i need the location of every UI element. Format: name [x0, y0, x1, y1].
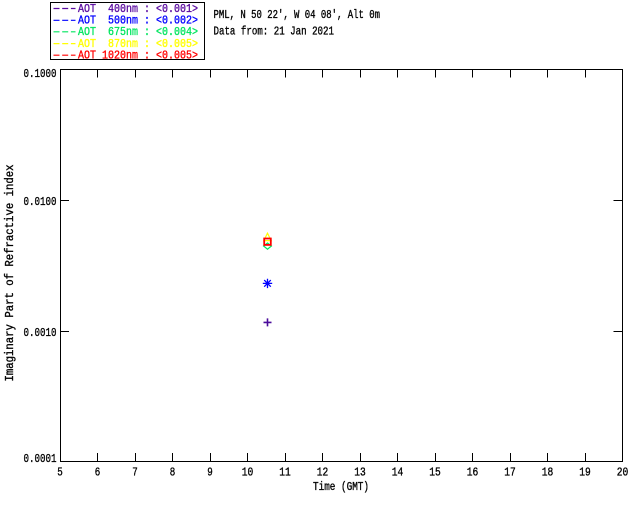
svg-text:5: 5: [57, 466, 63, 480]
svg-text:16: 16: [467, 466, 479, 480]
svg-text:17: 17: [504, 466, 516, 480]
svg-text:8: 8: [170, 466, 176, 480]
svg-text:0.0001: 0.0001: [24, 452, 57, 466]
svg-text:7: 7: [132, 466, 138, 480]
svg-text:Time (GMT): Time (GMT): [313, 480, 369, 494]
svg-text:AOT 400nm : <0.001>: AOT 400nm : <0.001>: [78, 2, 198, 16]
svg-text:15: 15: [429, 466, 441, 480]
svg-text:18: 18: [542, 466, 554, 480]
svg-text:AOT 1020nm : <0.005>: AOT 1020nm : <0.005>: [78, 49, 198, 63]
svg-text:9: 9: [207, 466, 213, 480]
svg-text:Data from: 21 Jan 2021: Data from: 21 Jan 2021: [214, 24, 335, 38]
svg-text:AOT 500nm : <0.002>: AOT 500nm : <0.002>: [78, 14, 198, 28]
svg-text:6: 6: [95, 466, 101, 480]
svg-text:0.0100: 0.0100: [24, 195, 57, 209]
svg-text:Imaginary Part of Refractive i: Imaginary Part of Refractive index: [3, 165, 17, 382]
svg-text:0.1000: 0.1000: [24, 67, 57, 81]
svg-text:10: 10: [242, 466, 254, 480]
svg-text:19: 19: [579, 466, 591, 480]
svg-text:13: 13: [354, 466, 366, 480]
svg-text:12: 12: [317, 466, 329, 480]
svg-text:14: 14: [392, 466, 404, 480]
svg-text:AOT 675nm : <0.004>: AOT 675nm : <0.004>: [78, 25, 198, 39]
svg-text:20: 20: [617, 466, 629, 480]
svg-text:11: 11: [279, 466, 291, 480]
svg-text:PML, N 50 22', W 04 08', Alt 0: PML, N 50 22', W 04 08', Alt 0m: [214, 8, 381, 22]
svg-text:AOT 870nm : <0.005>: AOT 870nm : <0.005>: [78, 37, 198, 51]
svg-text:0.0010: 0.0010: [24, 326, 57, 340]
